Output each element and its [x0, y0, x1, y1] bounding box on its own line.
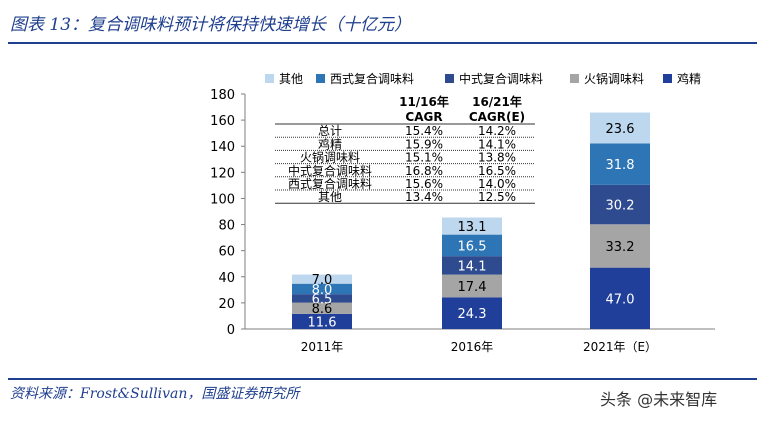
source-rule — [8, 378, 757, 380]
data-label: 8.0 — [312, 283, 333, 298]
data-label: 24.3 — [458, 307, 487, 322]
legend-swatch — [316, 74, 325, 83]
table-cell: 16.5% — [478, 164, 516, 178]
legend-swatch — [445, 74, 454, 83]
page-title: 图表 13：复合调味料预计将保持快速增长（十亿元） — [10, 15, 412, 35]
legend-label: 火锅调味料 — [584, 71, 644, 86]
x-tick-label: 2021年（E） — [583, 340, 657, 354]
data-label: 7.0 — [312, 273, 333, 288]
bar-segment — [442, 234, 502, 257]
data-label: 23.6 — [606, 122, 635, 137]
table-cell: 鸡精 — [318, 136, 342, 151]
bar-segment — [292, 302, 352, 314]
y-tick-label: 120 — [210, 166, 235, 181]
bar-segment — [442, 256, 502, 275]
y-tick-label: 0 — [227, 323, 235, 338]
bar-segment — [590, 224, 650, 268]
bar-segment — [292, 313, 352, 329]
table-cell: 14.0% — [478, 177, 516, 191]
table-cell: 15.9% — [405, 137, 443, 151]
bar-segment — [590, 112, 650, 144]
bar-segment — [590, 184, 650, 225]
table-cell: 西式复合调味料 — [288, 176, 372, 191]
legend-swatch — [663, 74, 672, 83]
table-cell: 14.1% — [478, 137, 516, 151]
bar-segment — [442, 297, 502, 329]
title-rule — [8, 42, 757, 44]
table-cell: 其他 — [318, 190, 342, 204]
data-label: 17.4 — [458, 280, 487, 295]
data-label: 11.6 — [308, 315, 337, 330]
y-tick-label: 80 — [218, 219, 235, 234]
y-tick-label: 20 — [218, 297, 235, 312]
stacked-bar-chart: 0 20 40 60 80 100 120 140 160 180 11.68.66.58.07.0… — [210, 71, 715, 354]
data-label: 14.1 — [458, 259, 487, 274]
data-label: 6.5 — [312, 292, 333, 307]
table-header: 11/16年 — [399, 94, 449, 109]
x-tick-label: 2016年 — [451, 340, 494, 354]
table-cell: 13.8% — [478, 151, 516, 165]
source-note: 资料来源：Frost&Sullivan，国盛证券研究所 — [10, 386, 300, 402]
data-label: 47.0 — [606, 292, 635, 307]
table-cell: 15.4% — [405, 124, 443, 138]
bar-segment — [590, 267, 650, 329]
data-label: 30.2 — [606, 199, 635, 214]
bar-segment — [292, 283, 352, 295]
data-label: 8.6 — [312, 302, 333, 317]
legend-label: 鸡精 — [677, 71, 701, 86]
data-label: 31.8 — [606, 158, 635, 173]
bar-segment — [442, 274, 502, 298]
table-cell: 火锅调味料 — [300, 150, 360, 165]
table-cell: 15.6% — [405, 177, 443, 191]
watermark: 头条 @未来智库 — [600, 390, 718, 409]
table-cell: 总计 — [318, 124, 342, 138]
y-tick-label: 60 — [218, 245, 235, 260]
data-label: 16.5 — [458, 239, 487, 254]
table-cell: 16.8% — [405, 164, 443, 178]
y-tick-label: 160 — [210, 114, 235, 129]
legend-swatch — [570, 74, 579, 83]
legend-swatch — [265, 74, 274, 83]
y-tick-label: 180 — [210, 88, 235, 103]
table-cell: 15.1% — [405, 151, 443, 165]
legend-label: 西式复合调味料 — [330, 71, 414, 86]
table-header: CAGR — [405, 110, 442, 124]
table-cell: 14.2% — [478, 124, 516, 138]
y-tick-label: 100 — [210, 192, 235, 207]
bar-segment — [442, 217, 502, 235]
table-cell: 中式复合调味料 — [288, 163, 372, 178]
legend-label: 中式复合调味料 — [459, 71, 543, 86]
data-label: 33.2 — [606, 240, 635, 255]
table-cell: 12.5% — [478, 190, 516, 204]
bar-segment — [292, 274, 352, 284]
data-label: 13.1 — [458, 220, 487, 235]
table-cell: 13.4% — [405, 190, 443, 204]
legend-label: 其他 — [279, 72, 303, 86]
table-header: CAGR(E) — [469, 110, 525, 124]
table-header: 16/21年 — [472, 94, 522, 109]
y-tick-label: 40 — [218, 271, 235, 286]
bar-segment — [292, 294, 352, 303]
bar-segment — [590, 143, 650, 185]
x-tick-label: 2011年 — [301, 340, 344, 354]
y-tick-label: 140 — [210, 140, 235, 155]
